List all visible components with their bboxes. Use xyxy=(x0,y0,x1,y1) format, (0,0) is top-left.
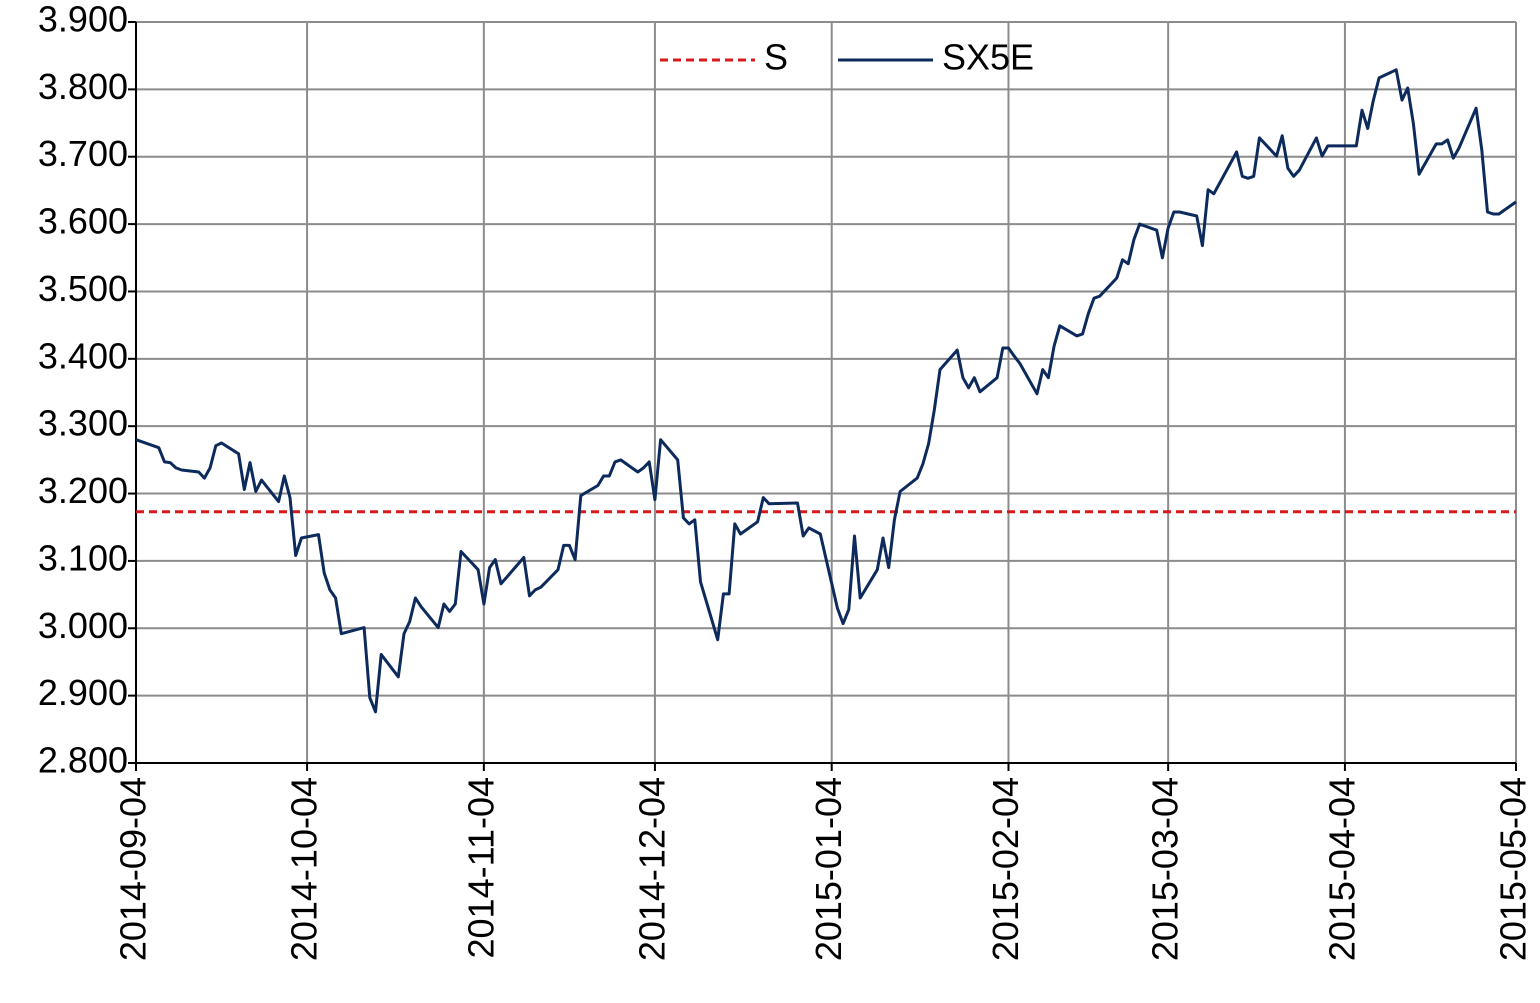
y-tick-label: 3.900 xyxy=(38,0,128,40)
x-tick-label: 2014-12-04 xyxy=(631,777,672,961)
x-tick-label: 2015-03-04 xyxy=(1145,777,1186,961)
legend-label: S xyxy=(764,37,788,78)
y-tick-label: 3.300 xyxy=(38,403,128,444)
y-tick-label: 3.600 xyxy=(38,201,128,242)
y-tick-label: 3.100 xyxy=(38,537,128,578)
x-tick-label: 2015-02-04 xyxy=(985,777,1026,961)
series-line xyxy=(135,68,1517,714)
x-tick-label: 2015-05-04 xyxy=(1493,777,1534,961)
x-tick-label: 2015-01-04 xyxy=(808,777,849,961)
y-tick-label: 3.700 xyxy=(38,133,128,174)
x-tick-label: 2014-11-04 xyxy=(460,777,501,958)
y-tick-label: 3.200 xyxy=(38,470,128,511)
x-tick-label: 2014-09-04 xyxy=(113,777,154,961)
x-tick-label: 2015-04-04 xyxy=(1321,777,1362,961)
y-tick-label: 3.500 xyxy=(38,268,128,309)
x-tick-label: 2014-10-04 xyxy=(284,777,325,961)
y-tick-label: 3.400 xyxy=(38,335,128,376)
y-tick-label: 2.900 xyxy=(38,672,128,713)
y-tick-label: 3.800 xyxy=(38,66,128,107)
y-tick-label: 3.000 xyxy=(38,605,128,646)
legend-label: SX5E xyxy=(942,37,1034,78)
y-tick-label: 2.800 xyxy=(38,740,128,781)
